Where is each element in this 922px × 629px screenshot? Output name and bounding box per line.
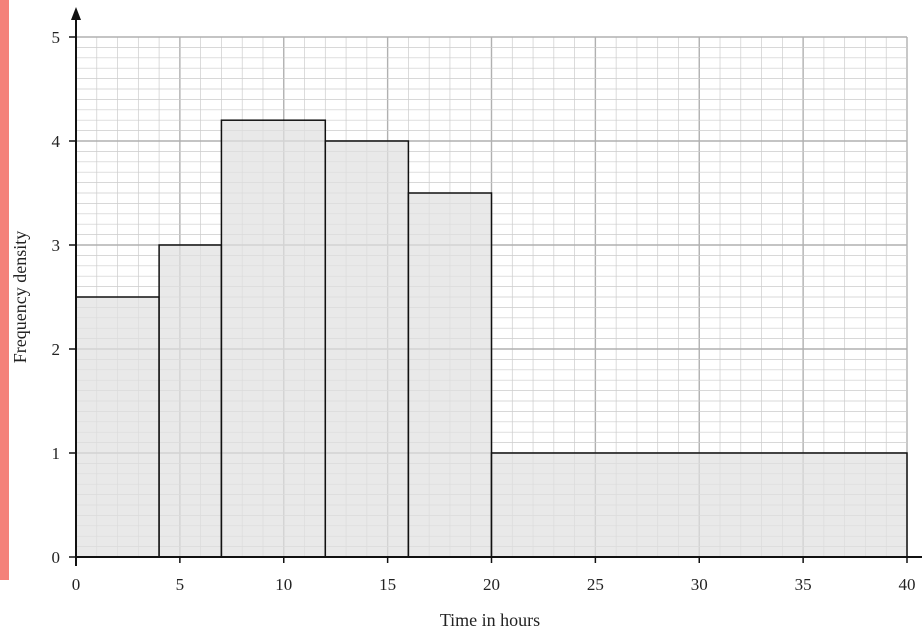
accent-strip [0, 0, 9, 580]
x-tick-label: 30 [691, 575, 708, 594]
x-tick-label: 5 [176, 575, 185, 594]
histogram-bars [75, 119, 908, 558]
histogram-bar [75, 296, 160, 558]
y-tick-label: 3 [52, 236, 61, 255]
y-tick-label: 4 [52, 132, 61, 151]
x-tick-label: 0 [72, 575, 81, 594]
y-tick-label: 5 [52, 28, 61, 47]
x-tick-label: 20 [483, 575, 500, 594]
tick-labels: 0 5 10 15 20 25 30 35 40 0 1 2 3 4 5 [52, 28, 916, 594]
histogram-bar [324, 140, 410, 558]
x-tick-label: 35 [795, 575, 812, 594]
axes [71, 7, 922, 566]
y-tick-label: 1 [52, 444, 61, 463]
histogram-bar [220, 119, 327, 558]
y-tick-label: 2 [52, 340, 61, 359]
x-tick-label: 40 [899, 575, 916, 594]
x-tick-label: 15 [379, 575, 396, 594]
y-axis-arrowhead [71, 7, 81, 20]
histogram-bar [158, 244, 223, 558]
x-axis-label: Time in hours [440, 610, 540, 629]
x-tick-label: 25 [587, 575, 604, 594]
y-axis-label: Frequency density [10, 231, 30, 363]
histogram-bar [407, 192, 493, 558]
x-tick-label: 10 [275, 575, 292, 594]
y-tick-label: 0 [52, 548, 61, 567]
histogram-bar [490, 452, 908, 558]
